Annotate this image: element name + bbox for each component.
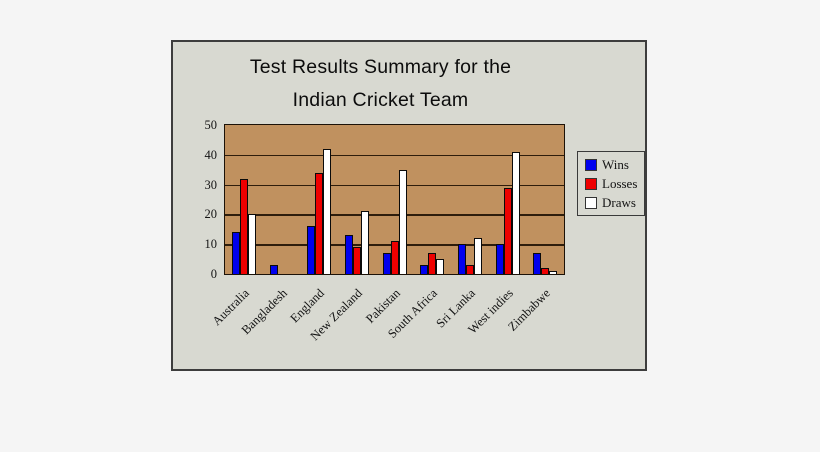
- legend-item-draws: Draws: [585, 194, 644, 210]
- bar-draws-england: [323, 148, 332, 274]
- y-tick-label-50: 50: [204, 118, 218, 132]
- chart-title-line1: Test Results Summary for the: [249, 56, 512, 78]
- chart-title-line2: Indian Cricket Team: [292, 89, 469, 111]
- legend-label: Wins: [602, 156, 629, 172]
- bar-losses-west-indies: [503, 187, 512, 274]
- y-tick-label-0: 0: [210, 267, 217, 281]
- chart-title: Test Results Summary for the Indian Cric…: [173, 51, 588, 117]
- bar-losses-south-africa: [428, 253, 437, 274]
- bar-losses-zimbabwe: [541, 268, 550, 274]
- bar-draws-south-africa: [436, 259, 445, 274]
- bar-wins-pakistan: [382, 253, 391, 274]
- gridline-20: [225, 214, 564, 216]
- y-tick-label-10: 10: [204, 237, 218, 252]
- bar-wins-west-indies: [495, 244, 504, 274]
- bar-wins-bangladesh: [269, 265, 278, 274]
- y-tick-label-40: 40: [204, 147, 218, 162]
- bar-wins-sri-lanka: [457, 244, 466, 274]
- plot-area: [224, 124, 565, 275]
- legend-item-losses: Losses: [585, 175, 644, 191]
- bar-draws-sri-lanka: [473, 238, 482, 274]
- chart-panel: Test Results Summary for the Indian Cric…: [171, 40, 647, 371]
- page: { "title": { "line1": "Test Results Summ…: [171, 40, 647, 371]
- bar-losses-pakistan: [390, 241, 399, 274]
- bar-wins-australia: [231, 232, 240, 274]
- bar-wins-south-africa: [420, 265, 429, 274]
- bar-wins-new-zealand: [344, 235, 353, 274]
- legend-swatch-wins-icon: [585, 158, 597, 171]
- y-tick-label-30: 30: [204, 177, 218, 192]
- gridline-40: [225, 154, 564, 157]
- y-tick-label-20: 20: [204, 207, 218, 222]
- legend: Wins Losses Draws: [577, 151, 645, 216]
- bar-draws-new-zealand: [360, 211, 369, 274]
- bar-draws-west-indies: [511, 151, 520, 274]
- bar-wins-england: [307, 226, 316, 274]
- bar-losses-australia: [239, 178, 248, 274]
- legend-swatch-draws-icon: [585, 196, 597, 209]
- bar-wins-zimbabwe: [533, 253, 542, 274]
- legend-label: Draws: [602, 194, 636, 210]
- bar-draws-zimbabwe: [549, 271, 558, 274]
- bar-draws-australia: [247, 214, 256, 274]
- legend-swatch-losses-icon: [585, 177, 597, 190]
- legend-label: Losses: [602, 175, 638, 191]
- bar-losses-sri-lanka: [465, 265, 474, 274]
- legend-item-wins: Wins: [585, 156, 644, 172]
- gridline-30: [225, 184, 564, 187]
- bar-losses-england: [315, 172, 324, 274]
- bar-losses-new-zealand: [352, 247, 361, 274]
- bar-draws-pakistan: [398, 169, 407, 274]
